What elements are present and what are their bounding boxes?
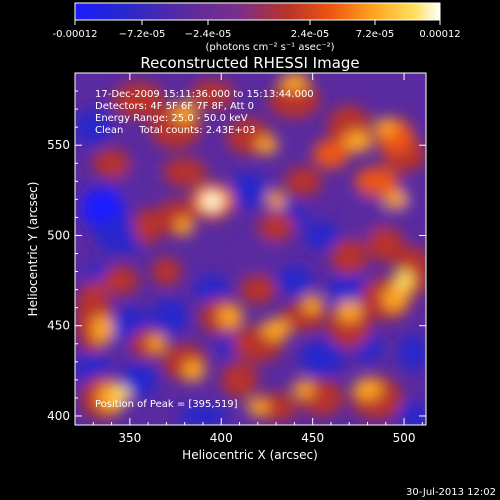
annotation-clean-counts: Clean Total counts: 2.43E+03 [95, 125, 255, 136]
heatmap-blob [204, 193, 220, 209]
heatmap-blob [151, 298, 189, 335]
heatmap-blob [398, 401, 426, 425]
footer-timestamp: 30-Jul-2013 12:02 [406, 487, 496, 498]
heatmap-blob [254, 392, 299, 422]
y-tick-label: 400 [47, 409, 70, 423]
colorbar-tick-label: 0.00012 [419, 29, 460, 40]
y-axis: 400 450 500 550 [47, 90, 426, 423]
heatmap-blob [352, 378, 383, 400]
heatmap-blob [175, 217, 194, 236]
heatmap-blob [374, 118, 397, 137]
heatmap-blob [113, 82, 165, 119]
y-tick-label: 450 [47, 319, 70, 333]
heatmap-blob [190, 80, 235, 110]
colorbar-units: (photons cm⁻² s⁻¹ asec⁻²) [205, 42, 334, 53]
colorbar: -0.00012 −7.2e-05 −2.4e-05 2.4e-05 7.2e-05 0.… [53, 2, 461, 53]
plot-frame [74, 72, 427, 426]
heatmap-blob [91, 314, 114, 344]
heatmap-blob [268, 82, 320, 119]
heatmap-blob [171, 101, 198, 124]
heatmap-blob [285, 166, 322, 196]
heatmap-blob [394, 269, 414, 292]
heatmap-blob [382, 286, 408, 312]
heatmap-blob [120, 361, 158, 398]
heatmap-blob [349, 195, 386, 240]
heatmap-blob [276, 266, 313, 296]
heatmap-blob [221, 361, 258, 398]
heatmap-blob [111, 385, 130, 404]
heatmap-blob [239, 275, 277, 305]
heatmap-blob [299, 340, 344, 377]
heatmap-blob [182, 360, 205, 382]
annotation-peak-position: Position of Peak = [395,519] [95, 399, 238, 410]
heatmap-blob [383, 190, 406, 209]
heatmap-blob [255, 136, 278, 155]
x-tick-label: 450 [301, 431, 324, 445]
colorbar-ramp [75, 3, 440, 20]
heatmap-blob [102, 266, 139, 296]
annotation-energy-range: Energy Range: 25.0 - 50.0 keV [95, 113, 248, 124]
colorbar-tick-label: 2.4e-05 [291, 29, 329, 40]
heatmap-blob [235, 239, 280, 268]
chart-title: Reconstructed RHESSI Image [140, 54, 359, 72]
heatmap-blob [133, 208, 163, 245]
colorbar-tick-label: 7.2e-05 [356, 29, 394, 40]
heatmap-blob [312, 139, 350, 169]
heatmap-blob [343, 130, 373, 153]
heatmap-blob [162, 157, 207, 187]
annotation-time-range: 17-Dec-2009 15:11:36.000 to 15:13:44.000 [95, 89, 314, 100]
colorbar-frame [74, 2, 441, 21]
heatmap-blob [93, 148, 130, 178]
y-tick-label: 550 [47, 138, 70, 152]
heatmap-blob [246, 397, 269, 416]
x-tick-label: 400 [210, 431, 233, 445]
heatmap-blob [148, 334, 167, 353]
heatmap-blob [301, 295, 324, 314]
heatmap-blob [257, 211, 295, 241]
annotations: 17-Dec-2009 15:11:36.000 to 15:13:44.000… [95, 89, 314, 410]
heatmap-blob [261, 318, 291, 341]
heatmap-blob [266, 190, 286, 209]
colorbar-tick-label: −7.2e-05 [119, 29, 166, 40]
heatmap-blob [367, 226, 405, 263]
heatmap-blob [336, 300, 363, 323]
heatmap-blob [292, 379, 315, 398]
annotation-detectors: Detectors: 4F 5F 6F 7F 8F, Att 0 [95, 101, 254, 112]
heatmap-blob [303, 221, 341, 250]
x-axis: 350 400 450 500 [92, 73, 423, 445]
x-tick-label: 350 [118, 431, 141, 445]
heatmap-blob [230, 172, 267, 209]
heatmap-blob [151, 257, 182, 287]
heatmap-blob [177, 405, 229, 425]
colorbar-tick-label: −2.4e-05 [185, 29, 232, 40]
heatmap-image [75, 73, 426, 425]
colorbar-tick-label: -0.00012 [53, 29, 98, 40]
x-axis-label: Heliocentric X (arcsec) [182, 448, 318, 462]
heatmap-blob [217, 305, 244, 328]
heatmap-blob [330, 239, 368, 276]
y-tick-label: 500 [47, 228, 70, 242]
heatmap-blob [354, 166, 399, 196]
x-tick-label: 500 [393, 431, 416, 445]
y-axis-label: Heliocentric Y (arcsec) [26, 182, 40, 317]
heatmap-blob [193, 275, 231, 305]
heatmap-blob [75, 109, 112, 146]
heatmap-blob [279, 73, 309, 92]
heatmap-blob [398, 334, 426, 371]
